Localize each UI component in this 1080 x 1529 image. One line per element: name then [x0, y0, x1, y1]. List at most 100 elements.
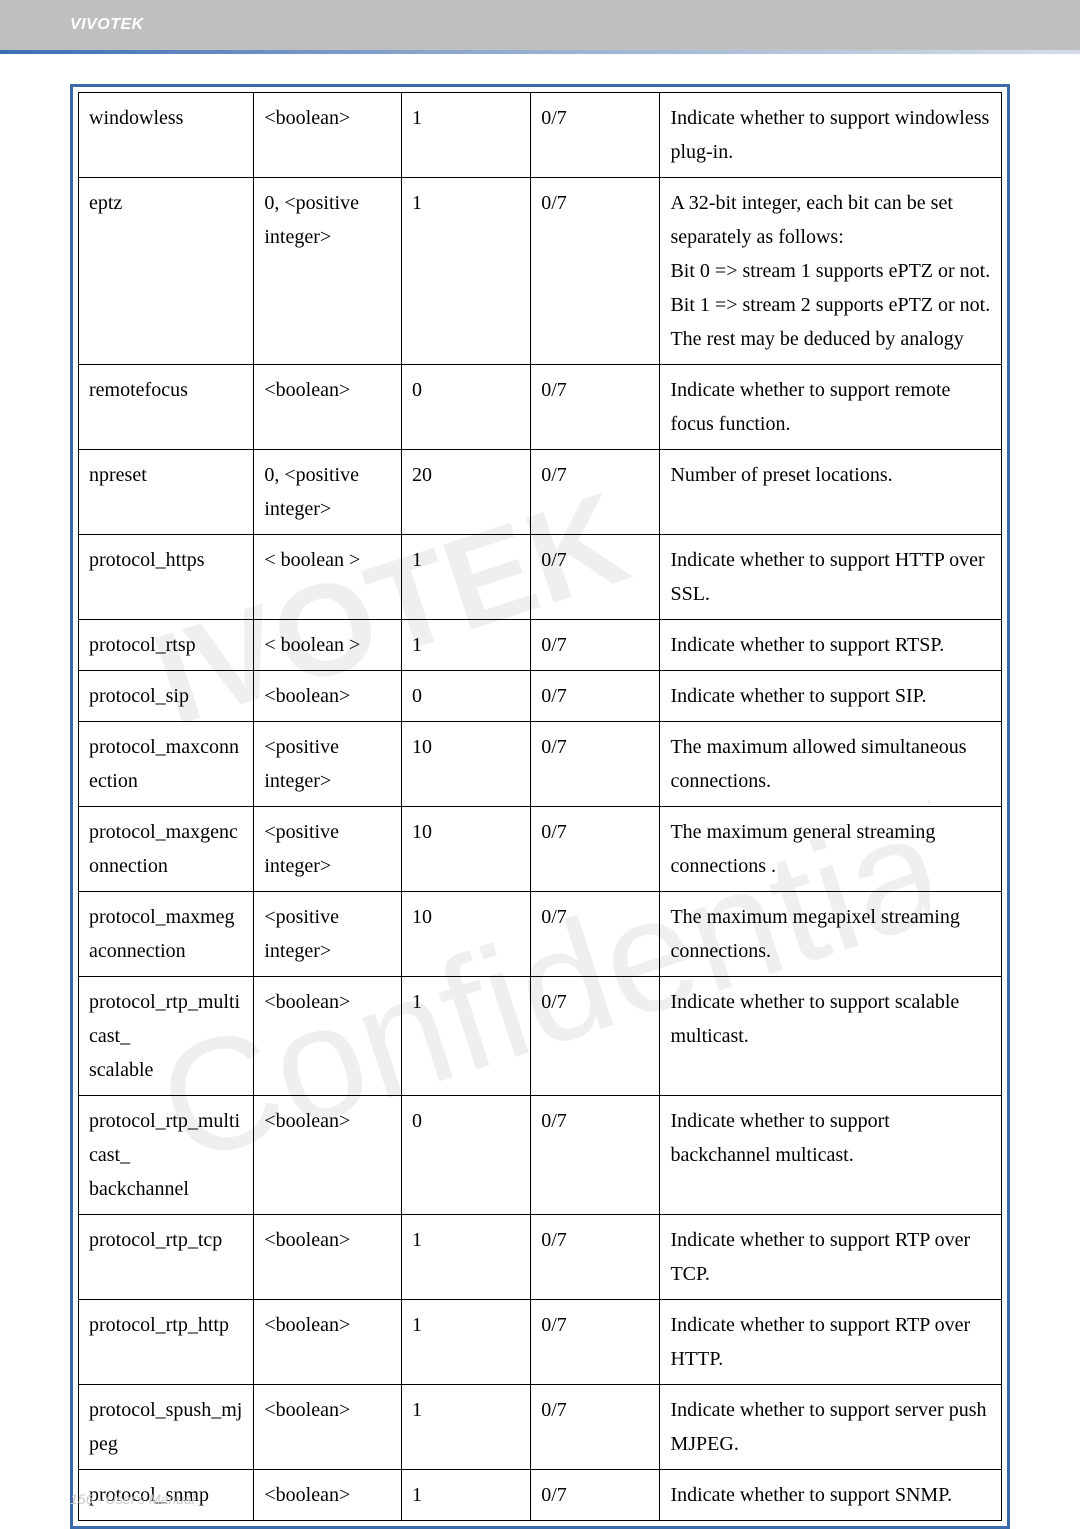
cell-name: protocol_spush_mjpeg — [79, 1385, 254, 1470]
cell-desc: The maximum megapixel streaming connecti… — [660, 892, 1002, 977]
table-row: protocol_spush_mjpeg<boolean>10/7Indicat… — [79, 1385, 1002, 1470]
cell-desc: Indicate whether to support windowless p… — [660, 93, 1002, 178]
cell-security: 0/7 — [531, 365, 660, 450]
cell-security: 0/7 — [531, 1385, 660, 1470]
cell-name: protocol_rtsp — [79, 620, 254, 671]
cell-desc: Number of preset locations. — [660, 450, 1002, 535]
cell-value: <boolean> — [254, 365, 402, 450]
cell-value: <positive integer> — [254, 722, 402, 807]
cell-default: 10 — [402, 807, 531, 892]
table-row: protocol_rtp_http<boolean>10/7Indicate w… — [79, 1300, 1002, 1385]
cell-desc: Indicate whether to support RTSP. — [660, 620, 1002, 671]
cell-name: protocol_maxgenconnection — [79, 807, 254, 892]
cell-default: 1 — [402, 1470, 531, 1521]
cell-value: 0, <positive integer> — [254, 450, 402, 535]
cell-security: 0/7 — [531, 892, 660, 977]
cell-value: <boolean> — [254, 1215, 402, 1300]
cell-default: 0 — [402, 365, 531, 450]
cell-value: <boolean> — [254, 671, 402, 722]
cell-security: 0/7 — [531, 1300, 660, 1385]
cell-security: 0/7 — [531, 178, 660, 365]
cell-default: 1 — [402, 535, 531, 620]
cell-desc: Indicate whether to support SIP. — [660, 671, 1002, 722]
cell-value: 0, <positive integer> — [254, 178, 402, 365]
cell-name: protocol_rtp_tcp — [79, 1215, 254, 1300]
cell-value: < boolean > — [254, 620, 402, 671]
table-row: remotefocus<boolean>00/7Indicate whether… — [79, 365, 1002, 450]
cell-desc: Indicate whether to support server push … — [660, 1385, 1002, 1470]
cell-value: <boolean> — [254, 93, 402, 178]
cell-default: 10 — [402, 892, 531, 977]
cell-security: 0/7 — [531, 977, 660, 1096]
cell-default: 10 — [402, 722, 531, 807]
table-row: protocol_snmp<boolean>10/7Indicate wheth… — [79, 1470, 1002, 1521]
cell-security: 0/7 — [531, 450, 660, 535]
cell-security: 0/7 — [531, 807, 660, 892]
table-row: protocol_rtp_multicast_ backchannel<bool… — [79, 1096, 1002, 1215]
table-row: protocol_rtp_multicast_ scalable<boolean… — [79, 977, 1002, 1096]
table-row: windowless<boolean>10/7Indicate whether … — [79, 93, 1002, 178]
parameter-table: windowless<boolean>10/7Indicate whether … — [78, 92, 1002, 1521]
cell-default: 1 — [402, 1215, 531, 1300]
cell-name: eptz — [79, 178, 254, 365]
cell-security: 0/7 — [531, 1215, 660, 1300]
cell-value: <boolean> — [254, 977, 402, 1096]
cell-name: protocol_rtp_multicast_ scalable — [79, 977, 254, 1096]
cell-default: 1 — [402, 1385, 531, 1470]
cell-default: 1 — [402, 620, 531, 671]
header-bar: VIVOTEK — [0, 0, 1080, 50]
cell-name: protocol_rtp_multicast_ backchannel — [79, 1096, 254, 1215]
cell-security: 0/7 — [531, 1096, 660, 1215]
cell-security: 0/7 — [531, 722, 660, 807]
cell-value: <positive integer> — [254, 807, 402, 892]
table-row: protocol_https< boolean >10/7Indicate wh… — [79, 535, 1002, 620]
content-area: windowless<boolean>10/7Indicate whether … — [0, 54, 1080, 1529]
cell-name: protocol_sip — [79, 671, 254, 722]
cell-value: <boolean> — [254, 1096, 402, 1215]
cell-name: npreset — [79, 450, 254, 535]
cell-desc: Indicate whether to support remote focus… — [660, 365, 1002, 450]
cell-name: protocol_maxmegaconnection — [79, 892, 254, 977]
cell-desc: Indicate whether to support scalable mul… — [660, 977, 1002, 1096]
cell-security: 0/7 — [531, 535, 660, 620]
cell-security: 0/7 — [531, 620, 660, 671]
cell-security: 0/7 — [531, 671, 660, 722]
table-row: protocol_rtsp< boolean >10/7Indicate whe… — [79, 620, 1002, 671]
cell-default: 1 — [402, 977, 531, 1096]
table-border: windowless<boolean>10/7Indicate whether … — [70, 84, 1010, 1529]
cell-default: 0 — [402, 671, 531, 722]
cell-desc: Indicate whether to support backchannel … — [660, 1096, 1002, 1215]
cell-name: protocol_maxconnection — [79, 722, 254, 807]
cell-value: <boolean> — [254, 1300, 402, 1385]
cell-desc: Indicate whether to support RTP over TCP… — [660, 1215, 1002, 1300]
cell-desc: The maximum general streaming connection… — [660, 807, 1002, 892]
table-row: protocol_maxmegaconnection<positive inte… — [79, 892, 1002, 977]
brand-text: VIVOTEK — [70, 16, 144, 34]
cell-desc: The maximum allowed simultaneous connect… — [660, 722, 1002, 807]
cell-default: 1 — [402, 178, 531, 365]
cell-default: 1 — [402, 1300, 531, 1385]
cell-value: < boolean > — [254, 535, 402, 620]
cell-desc: Indicate whether to support SNMP. — [660, 1470, 1002, 1521]
cell-name: protocol_rtp_http — [79, 1300, 254, 1385]
cell-default: 0 — [402, 1096, 531, 1215]
cell-name: remotefocus — [79, 365, 254, 450]
table-row: protocol_maxgenconnection<positive integ… — [79, 807, 1002, 892]
cell-desc: Indicate whether to support RTP over HTT… — [660, 1300, 1002, 1385]
table-row: protocol_maxconnection<positive integer>… — [79, 722, 1002, 807]
cell-desc: A 32-bit integer, each bit can be set se… — [660, 178, 1002, 365]
cell-default: 1 — [402, 93, 531, 178]
cell-security: 0/7 — [531, 1470, 660, 1521]
cell-value: <boolean> — [254, 1385, 402, 1470]
cell-name: protocol_https — [79, 535, 254, 620]
cell-name: windowless — [79, 93, 254, 178]
table-row: eptz0, <positive integer>10/7A 32-bit in… — [79, 178, 1002, 365]
cell-security: 0/7 — [531, 93, 660, 178]
table-row: npreset0, <positive integer>200/7Number … — [79, 450, 1002, 535]
cell-value: <boolean> — [254, 1470, 402, 1521]
table-row: protocol_sip<boolean>00/7Indicate whethe… — [79, 671, 1002, 722]
cell-desc: Indicate whether to support HTTP over SS… — [660, 535, 1002, 620]
cell-value: <positive integer> — [254, 892, 402, 977]
footer-text: 156 - User's Manual — [70, 1491, 195, 1507]
table-row: protocol_rtp_tcp<boolean>10/7Indicate wh… — [79, 1215, 1002, 1300]
